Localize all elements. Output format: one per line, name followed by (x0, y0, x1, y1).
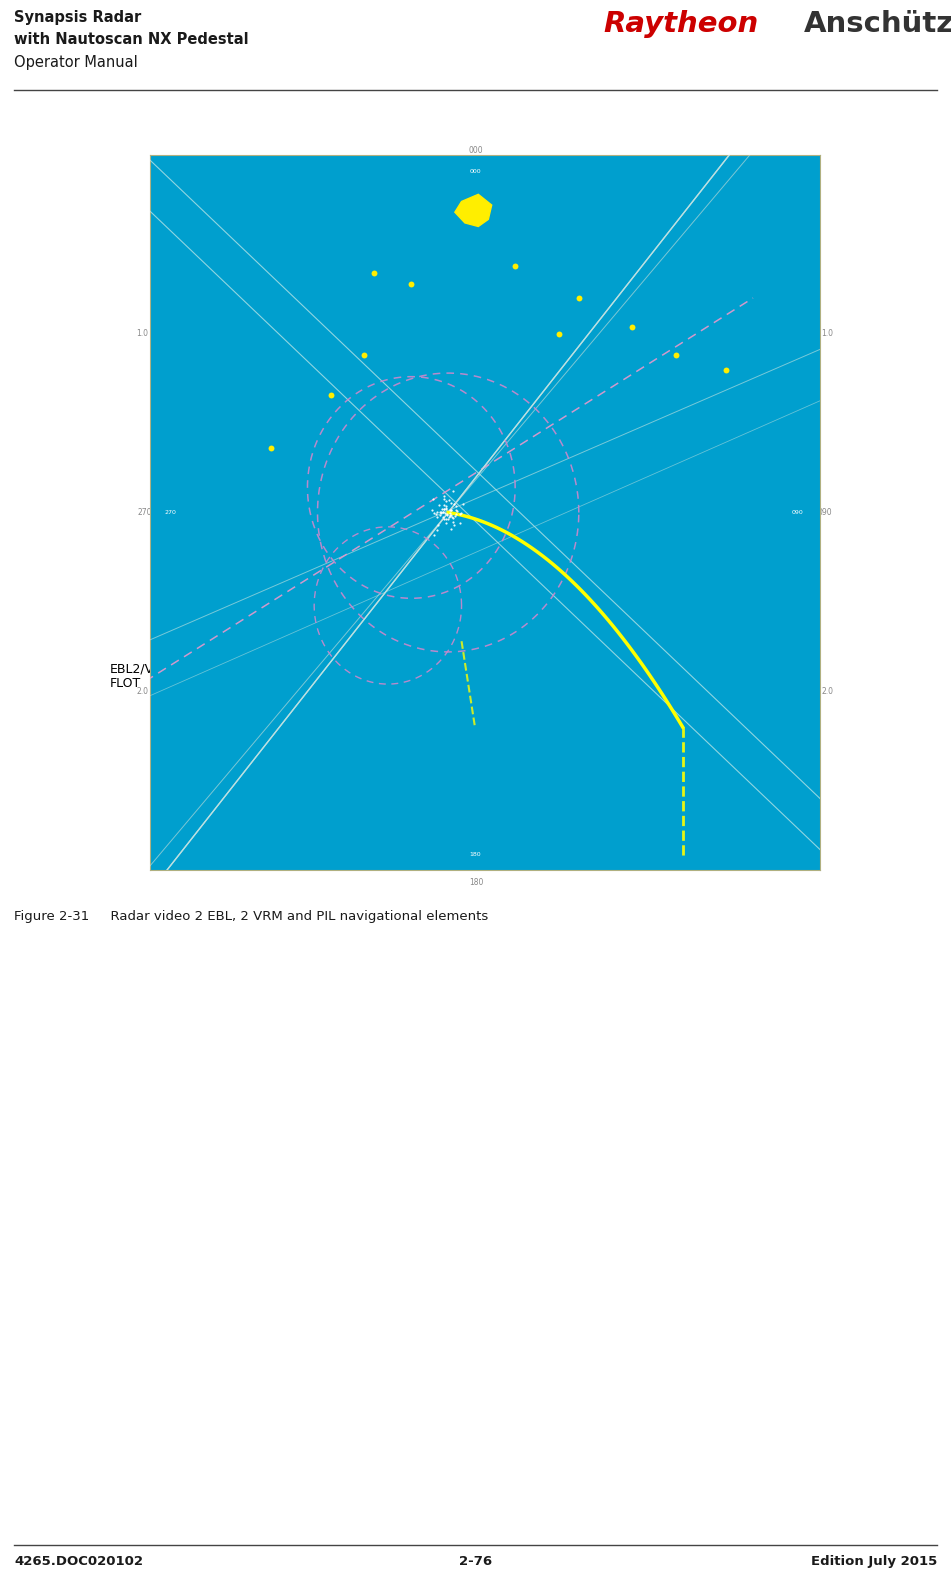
Point (427, 522, 442, 547)
Text: Operator Manual: Operator Manual (14, 54, 138, 70)
Point (443, 503, 458, 528)
Text: SHM: SHM (480, 718, 580, 748)
Text: 180: 180 (469, 878, 483, 888)
Point (443, 498, 458, 523)
Text: EBL1/VRM1
CENT: EBL1/VRM1 CENT (233, 535, 372, 649)
Point (447, 503, 462, 528)
Text: 4265.DOC020102: 4265.DOC020102 (14, 1554, 143, 1569)
Point (437, 496, 452, 522)
Point (433, 500, 448, 525)
Point (436, 500, 451, 525)
Text: EBL2/VRM2
FLOT: EBL2/VRM2 FLOT (109, 662, 239, 760)
Text: Synapsis Radar: Synapsis Radar (14, 10, 142, 25)
Point (425, 498, 440, 523)
Point (432, 492, 447, 517)
Text: 2.0: 2.0 (136, 687, 148, 695)
Point (448, 496, 463, 522)
Point (440, 506, 456, 531)
Point (449, 501, 464, 527)
Text: Anschütz: Anschütz (804, 10, 951, 38)
Point (432, 503, 447, 528)
Point (442, 498, 457, 523)
Point (437, 500, 453, 525)
Point (625, 313, 640, 339)
Point (441, 487, 456, 512)
Text: 270: 270 (165, 511, 177, 515)
Point (669, 342, 684, 368)
Point (431, 512, 446, 538)
Point (444, 504, 459, 530)
Point (437, 506, 452, 531)
Point (453, 511, 468, 536)
Point (429, 504, 444, 530)
Text: Raytheon: Raytheon (604, 10, 759, 38)
Point (436, 504, 451, 530)
Point (430, 500, 445, 525)
Point (357, 342, 372, 368)
Point (437, 496, 452, 522)
Point (429, 501, 444, 527)
Point (449, 498, 464, 523)
Point (403, 270, 418, 296)
Point (435, 496, 450, 522)
Point (426, 501, 441, 527)
Point (551, 321, 566, 347)
Point (443, 515, 458, 541)
Point (434, 500, 449, 525)
Point (438, 488, 454, 514)
Text: 000: 000 (469, 146, 484, 154)
Point (429, 517, 444, 543)
Point (508, 253, 523, 278)
Point (323, 382, 339, 407)
Text: 180: 180 (469, 853, 481, 858)
Text: 270: 270 (138, 508, 152, 517)
Point (434, 500, 449, 525)
Point (438, 493, 454, 519)
Text: Edition July 2015: Edition July 2015 (811, 1554, 937, 1569)
Point (443, 490, 458, 515)
Text: 090: 090 (791, 511, 804, 515)
Text: 1.0: 1.0 (136, 329, 148, 339)
Point (442, 501, 457, 527)
Point (445, 479, 460, 504)
Point (454, 501, 469, 527)
Point (438, 509, 454, 535)
Point (263, 436, 279, 461)
Point (442, 500, 457, 525)
Point (425, 487, 440, 512)
Point (436, 500, 451, 525)
Point (445, 506, 460, 531)
Point (572, 285, 587, 310)
Point (456, 492, 471, 517)
Point (439, 503, 455, 528)
Point (446, 512, 461, 538)
Point (448, 493, 463, 519)
Point (439, 501, 455, 527)
Text: Figure 2-31     Radar video 2 EBL, 2 VRM and PIL navigational elements: Figure 2-31 Radar video 2 EBL, 2 VRM and… (14, 910, 488, 923)
Point (438, 495, 454, 520)
Text: EBL2 base point: EBL2 base point (309, 764, 491, 818)
Point (442, 503, 457, 528)
Text: 000: 000 (469, 169, 481, 175)
Point (437, 484, 452, 509)
Text: 2-76: 2-76 (459, 1554, 492, 1569)
Point (437, 487, 452, 512)
Text: with Nautoscan NX Pedestal: with Nautoscan NX Pedestal (14, 32, 248, 48)
Point (453, 501, 468, 527)
Point (367, 261, 382, 286)
Point (438, 496, 454, 522)
Polygon shape (455, 194, 492, 226)
Text: 2.0: 2.0 (822, 687, 834, 695)
Point (719, 356, 734, 382)
Point (438, 506, 454, 531)
Point (436, 493, 451, 519)
Point (447, 492, 462, 517)
Text: PIL1: PIL1 (490, 503, 592, 547)
Point (441, 504, 456, 530)
Point (446, 509, 461, 535)
Point (443, 496, 458, 522)
Text: 1.0: 1.0 (822, 329, 834, 339)
Text: 090: 090 (818, 508, 832, 517)
